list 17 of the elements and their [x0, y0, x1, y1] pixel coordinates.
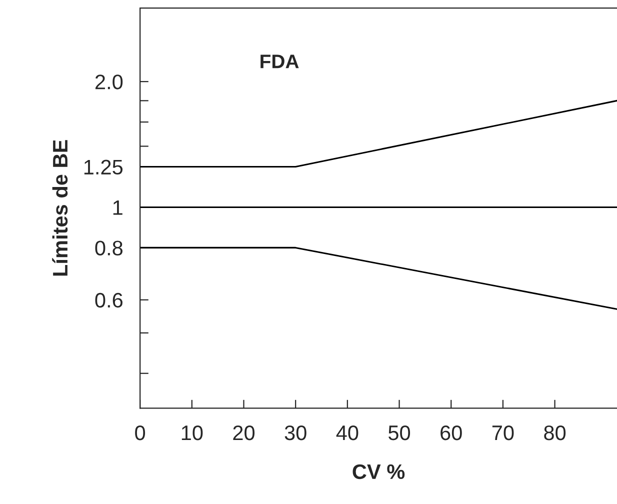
x-tick-label: 0	[135, 425, 146, 440]
y-tick-label: 0.8	[95, 240, 122, 256]
y-tick-label: 0.6	[95, 292, 122, 308]
y-tick-label: 2.0	[95, 74, 123, 90]
x-tick-label: 50	[388, 425, 410, 440]
annotation: FDA	[260, 54, 299, 68]
x-tick-label: 10	[182, 425, 203, 440]
y-tick-label: 1	[113, 200, 122, 215]
y-axis-title: Límites de BE	[52, 140, 68, 276]
x-tick-label: 70	[492, 425, 514, 440]
x-tick-label: 20	[233, 425, 255, 440]
x-tick-label: 40	[336, 425, 358, 440]
x-tick-label: 80	[544, 425, 566, 440]
x-axis-title: CV %	[352, 464, 405, 480]
y-tick-label: 1.25	[84, 160, 123, 175]
x-tick-label: 30	[284, 425, 306, 440]
x-tick-label: 60	[440, 425, 462, 440]
